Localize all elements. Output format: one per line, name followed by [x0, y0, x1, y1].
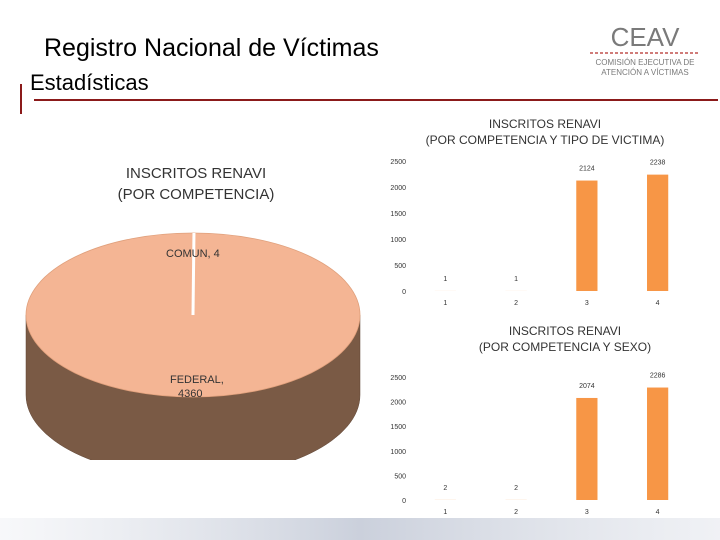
header-divider	[34, 99, 718, 101]
x-tick-label: 4	[656, 509, 660, 516]
bar-4	[647, 387, 669, 500]
pie-title-line1: INSCRITOS RENAVI	[125, 165, 267, 182]
bar-chart-1-title: INSCRITOS RENAVI (POR COMPETENCIA Y TIPO…	[405, 116, 685, 148]
bar-chart-1: 0 500 1000 1500 2000 2500 1 1 1 2 2124 3 2238 4	[390, 159, 669, 307]
logo-line1: COMISIÓN EJECUTIVA DE	[596, 58, 695, 67]
bar1-title-line1: INSCRITOS RENAVI	[488, 117, 602, 131]
page-subtitle: Estadísticas	[30, 70, 149, 95]
data-label: 1	[514, 276, 518, 283]
pie-label-federal-value: 4360	[178, 388, 202, 400]
logo-line2: ATENCIÓN A VÍCTIMAS	[601, 68, 688, 77]
pie-label-comun: COMUN, 4	[166, 248, 220, 260]
data-label: 2074	[579, 383, 595, 390]
bar-4	[647, 174, 669, 291]
y-tick-label: 2000	[390, 185, 406, 192]
x-tick-label: 1	[443, 509, 447, 516]
bar2-title-line1: INSCRITOS RENAVI	[508, 324, 622, 338]
bar-chart-2-title: INSCRITOS RENAVI (POR COMPETENCIA Y SEXO…	[425, 323, 705, 355]
pie-chart: COMUN, 4 FEDERAL, 4360	[25, 232, 361, 460]
data-label: 2	[514, 485, 518, 492]
pie-slice-comun	[191, 232, 196, 316]
y-tick-label: 0	[402, 498, 406, 505]
y-tick-label: 1500	[390, 424, 406, 431]
x-tick-label: 1	[443, 300, 447, 307]
y-tick-label: 2500	[390, 159, 406, 166]
x-tick-label: 3	[585, 509, 589, 516]
bar1-title-line2: (POR COMPETENCIA Y TIPO DE VICTIMA)	[425, 133, 665, 147]
page-title: Registro Nacional de Víctimas	[44, 34, 379, 62]
y-tick-label: 1500	[390, 211, 406, 218]
ceav-logo: CEAV COMISIÓN EJECUTIVA DE ATENCIÓN A VÍ…	[590, 22, 700, 77]
data-label: 2286	[650, 373, 666, 380]
y-tick-label: 0	[402, 289, 406, 296]
y-tick-label: 1000	[390, 449, 406, 456]
logo-name: CEAV	[611, 22, 681, 52]
data-label: 2238	[650, 160, 666, 167]
pie-chart-title: INSCRITOS RENAVI (POR COMPETENCIA)	[96, 163, 296, 205]
y-tick-label: 2500	[390, 375, 406, 382]
x-tick-label: 2	[514, 300, 518, 307]
pie-title-line2: (POR COMPETENCIA)	[117, 186, 275, 203]
pie-label-federal-name: FEDERAL,	[170, 374, 224, 386]
bar-3	[576, 180, 598, 291]
y-tick-label: 2000	[390, 400, 406, 407]
bar-3	[576, 397, 598, 500]
data-label: 1	[443, 276, 447, 283]
y-tick-label: 1000	[390, 237, 406, 244]
bar-chart-2: 0 500 1000 1500 2000 2500 2 1 2 2 2074 3 2286 4	[390, 373, 669, 516]
data-label: 2	[443, 485, 447, 492]
x-tick-label: 4	[656, 300, 660, 307]
x-tick-label: 2	[514, 509, 518, 516]
footer-strip	[0, 518, 720, 540]
bar2-title-line2: (POR COMPETENCIA Y SEXO)	[478, 340, 652, 354]
data-label: 2124	[579, 166, 595, 173]
x-tick-label: 3	[585, 300, 589, 307]
y-tick-label: 500	[394, 263, 406, 270]
y-tick-label: 500	[394, 473, 406, 480]
header-divider-accent	[20, 84, 22, 114]
